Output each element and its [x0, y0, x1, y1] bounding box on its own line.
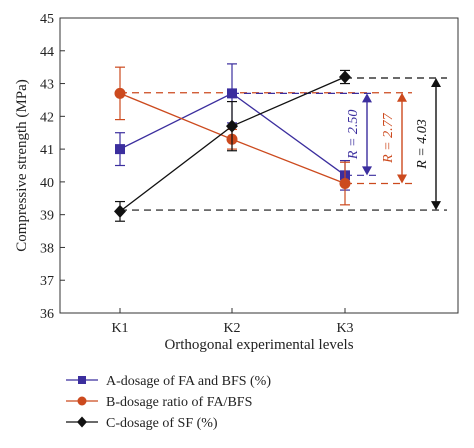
y-tick-label: 44	[40, 45, 54, 60]
x-axis-label: Orthogonal experimental levels	[164, 337, 353, 353]
y-axis-ticks: 36 37 38 39 40 41 42 43 44 45	[40, 12, 65, 322]
legend-marker	[78, 376, 86, 384]
y-tick-label: 39	[40, 209, 54, 224]
y-axis-label: Compressive strength (MPa)	[14, 79, 30, 251]
arrow-head	[431, 201, 441, 211]
data-point	[339, 70, 351, 84]
range-arrows: R = 2.50 R = 2.77 R = 4.03	[346, 77, 441, 211]
y-tick-label: 36	[40, 307, 54, 322]
legend-marker	[77, 396, 87, 406]
series-group	[114, 63, 351, 222]
y-tick-label: 41	[40, 143, 54, 158]
plot-border	[59, 17, 459, 314]
data-point	[115, 144, 125, 155]
range-label: R = 4.03	[415, 119, 430, 170]
x-tick-label: K1	[111, 321, 128, 336]
arrow-head	[397, 174, 407, 184]
legend-label: A-dosage of FA and BFS (%)	[106, 374, 271, 389]
legend-label: C-dosage of SF (%)	[106, 416, 218, 431]
legend-marker	[77, 416, 87, 428]
y-tick-label: 40	[40, 176, 54, 191]
y-tick-label: 43	[40, 78, 54, 93]
arrow-head	[362, 166, 372, 176]
data-point	[339, 178, 351, 190]
x-tick-label: K2	[223, 321, 240, 336]
y-tick-label: 38	[40, 241, 54, 256]
y-tick-label: 45	[40, 12, 54, 27]
legend-label: B-dosage ratio of FA/BFS	[106, 395, 252, 410]
range-label: R = 2.77	[381, 112, 396, 163]
range-label: R = 2.50	[346, 110, 361, 161]
y-tick-label: 37	[40, 274, 54, 289]
x-tick-label: K3	[336, 321, 353, 336]
data-point	[114, 204, 126, 218]
legend: A-dosage of FA and BFS (%) B-dosage ratio…	[66, 374, 271, 431]
data-point	[227, 88, 237, 99]
data-point	[114, 87, 126, 99]
data-point	[226, 119, 238, 133]
plot-frame	[59, 17, 459, 314]
y-tick-label: 42	[40, 110, 54, 125]
arrow-head	[362, 93, 372, 103]
x-axis-ticks: K1 K2 K3	[111, 308, 354, 336]
arrow-head	[431, 77, 441, 87]
range-dashed-lines	[120, 77, 447, 211]
arrow-head	[397, 92, 407, 102]
